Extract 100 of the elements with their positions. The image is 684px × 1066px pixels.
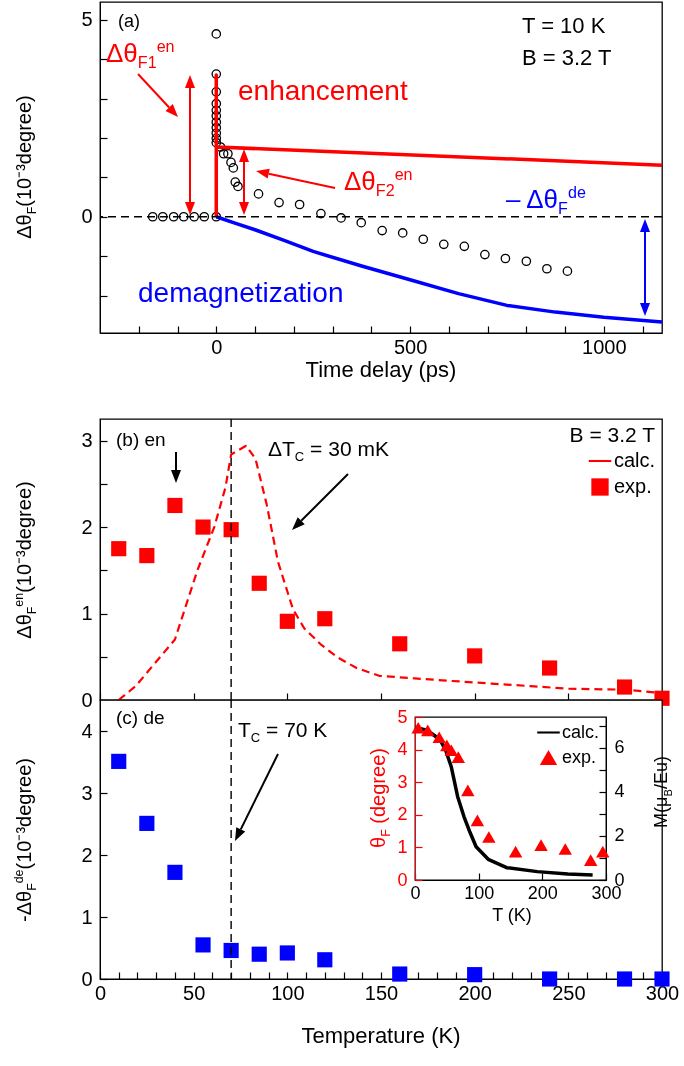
point xyxy=(189,211,200,222)
point xyxy=(584,854,598,866)
point xyxy=(316,208,326,219)
point xyxy=(279,945,295,961)
point xyxy=(482,831,496,843)
point xyxy=(251,575,267,591)
y-tick-label: 3 xyxy=(81,781,93,804)
line-series xyxy=(214,73,664,219)
y-tick-label: 3 xyxy=(81,429,93,452)
point xyxy=(336,213,346,223)
point xyxy=(223,522,239,538)
point xyxy=(139,815,155,831)
point xyxy=(542,263,552,274)
point xyxy=(279,613,295,629)
x-tick-label: 100 xyxy=(464,882,495,903)
legend-label: calc. xyxy=(562,721,600,742)
point xyxy=(211,105,222,116)
point xyxy=(459,241,470,252)
point xyxy=(111,753,127,769)
point xyxy=(226,157,236,168)
point xyxy=(521,256,532,267)
point xyxy=(356,217,367,228)
annotation: (a) xyxy=(118,11,140,32)
point xyxy=(233,181,243,192)
point xyxy=(411,721,425,734)
point xyxy=(211,128,222,139)
point xyxy=(444,744,458,757)
y-tick-label: 5 xyxy=(81,8,93,31)
x-axis-title: Time delay (ps) xyxy=(305,356,457,383)
point xyxy=(294,199,305,210)
y-tick-label: 4 xyxy=(81,719,93,742)
point xyxy=(418,234,429,245)
legend-label: exp. xyxy=(614,475,652,497)
x-axis-title: T (K) xyxy=(492,905,532,926)
point xyxy=(438,239,449,250)
point xyxy=(397,228,408,238)
point xyxy=(596,845,610,858)
y-tick-label: 2 xyxy=(81,515,93,538)
point xyxy=(274,197,284,208)
y-tick-label: 3 xyxy=(397,771,408,792)
point xyxy=(251,946,267,962)
point xyxy=(542,660,558,676)
point xyxy=(616,679,633,695)
y-tick-label: 0 xyxy=(81,967,93,990)
point xyxy=(211,69,222,79)
annotation: T$_{C}$ = 70 K xyxy=(238,718,328,746)
x-tick-label: 300 xyxy=(645,981,680,1004)
y-tick-label: 0 xyxy=(397,869,408,890)
y-tick-label: 5 xyxy=(397,706,408,727)
point xyxy=(223,942,239,959)
point xyxy=(392,966,408,982)
point xyxy=(167,864,183,880)
point xyxy=(139,548,155,564)
point xyxy=(534,839,548,851)
point xyxy=(199,211,210,222)
x-tick-label: 0 xyxy=(410,882,421,903)
y-tick-label: 1 xyxy=(81,905,93,928)
point xyxy=(211,133,222,144)
point xyxy=(223,148,233,159)
point xyxy=(211,111,222,121)
annotation: demagnetization xyxy=(138,277,344,309)
annotation: T = 10 K xyxy=(522,13,606,39)
x-tick-label: 0 xyxy=(211,335,223,358)
y-tick-label: 4 xyxy=(397,739,408,760)
y-tick-label: 2 xyxy=(397,804,408,825)
point xyxy=(168,211,179,222)
legend-title: B = 3.2 T xyxy=(569,423,656,446)
point xyxy=(451,751,465,763)
point xyxy=(211,122,222,133)
point xyxy=(218,148,229,159)
annotation: (b) en xyxy=(116,429,166,451)
x-tick-label: 500 xyxy=(393,335,428,358)
legend-label: exp. xyxy=(562,746,597,767)
annotation: ΔT$_{C}$ = 30 mK xyxy=(268,437,389,465)
point xyxy=(211,98,222,109)
point xyxy=(542,971,558,987)
point xyxy=(558,843,572,855)
point xyxy=(147,211,158,222)
annotation: B = 3.2 T xyxy=(522,45,612,71)
y2-tick-label: 4 xyxy=(614,781,625,802)
point xyxy=(467,648,483,664)
y2-tick-label: 6 xyxy=(614,737,625,758)
point xyxy=(253,189,264,199)
point xyxy=(230,177,241,187)
y-tick-label: 1 xyxy=(81,602,93,625)
point xyxy=(211,117,222,128)
point xyxy=(654,971,670,987)
y-tick-label: 1 xyxy=(397,836,408,857)
point xyxy=(211,211,222,222)
x-tick-label: 250 xyxy=(552,981,586,1004)
point xyxy=(211,87,222,97)
x-tick-label: 200 xyxy=(527,882,558,903)
point xyxy=(317,611,333,627)
point xyxy=(470,814,485,827)
point xyxy=(500,253,511,264)
legend-label: calc. xyxy=(614,449,656,471)
point xyxy=(157,211,168,222)
x-tick-label: 100 xyxy=(271,981,305,1004)
x-tick-label: 200 xyxy=(458,981,492,1004)
point xyxy=(392,636,408,652)
